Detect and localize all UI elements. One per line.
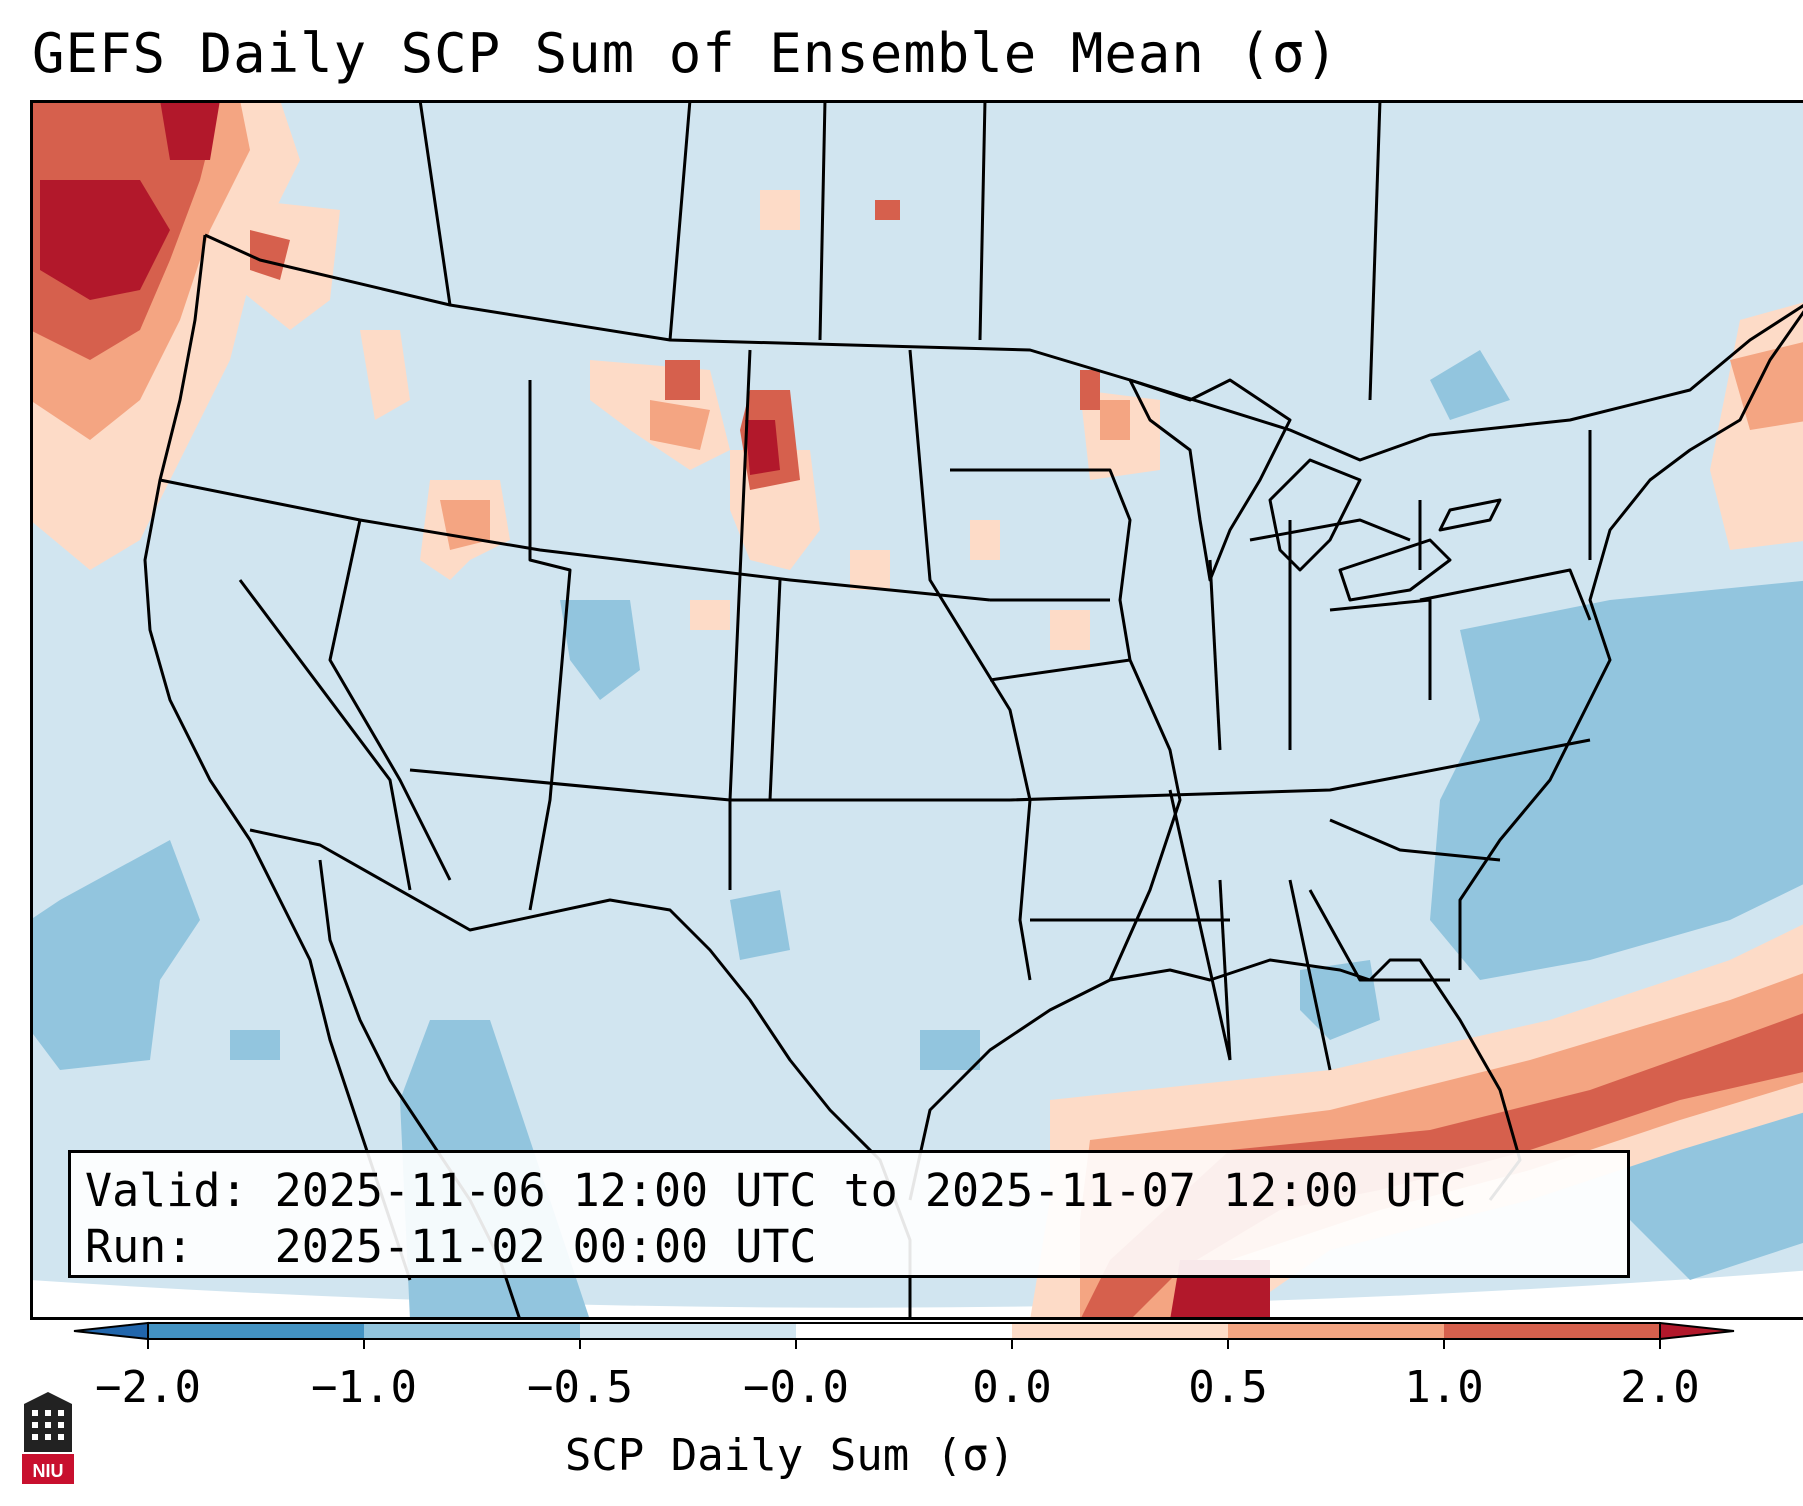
logo-text: NIU [33,1461,64,1481]
anomaly-nebraska-max [745,420,780,475]
state-boundaries [143,100,1803,1320]
anomaly-scattered-mid [440,342,1803,550]
map-panel [30,100,1803,1320]
colorbar-extend-high [1659,1321,1735,1341]
valid-row: Valid: 2025-11-06 12:00 UTC to 2025-11-0… [85,1163,1613,1219]
anomaly-pacific-northwest [30,100,340,570]
niu-logo: NIU [22,1392,74,1484]
map-title: GEFS Daily SCP Sum of Ensemble Mean (σ) [32,22,1339,85]
valid-value: 2025-11-06 12:00 UTC to 2025-11-07 12:00… [274,1164,1467,1217]
colorbar-segment [1444,1323,1660,1339]
colorbar-tick-label: −1.0 [311,1362,417,1413]
colorbar-tick-label: 1.0 [1404,1362,1484,1413]
colorbar-segment [1228,1323,1444,1339]
map-frame [30,100,1803,1320]
colorbar-extend-low [73,1321,149,1341]
colorbar-segment [1012,1323,1228,1339]
colorbar-segment [364,1323,580,1339]
valid-time-box: Valid: 2025-11-06 12:00 UTC to 2025-11-0… [68,1150,1630,1278]
valid-label: Valid: [85,1164,248,1217]
run-value: 2025-11-02 00:00 UTC [274,1220,817,1273]
run-row: Run: 2025-11-02 00:00 UTC [85,1219,1613,1275]
colorbar-label: SCP Daily Sum (σ) [564,1430,1016,1481]
colorbar-segment [580,1323,796,1339]
colorbar-tick-label: 2.0 [1620,1362,1700,1413]
colorbar-tick-label: −0.5 [527,1362,633,1413]
run-label: Run: [85,1220,194,1273]
colorbar-tick-label: 0.0 [972,1362,1052,1413]
colorbar-segment [796,1323,1012,1339]
colorbar-outline [147,1322,1661,1340]
colorbar-segment [148,1323,364,1339]
colorbar-tick-label: 0.5 [1188,1362,1268,1413]
colorbar-tick-label: −2.0 [95,1362,201,1413]
colorbar-tick-label: −0.0 [743,1362,849,1413]
